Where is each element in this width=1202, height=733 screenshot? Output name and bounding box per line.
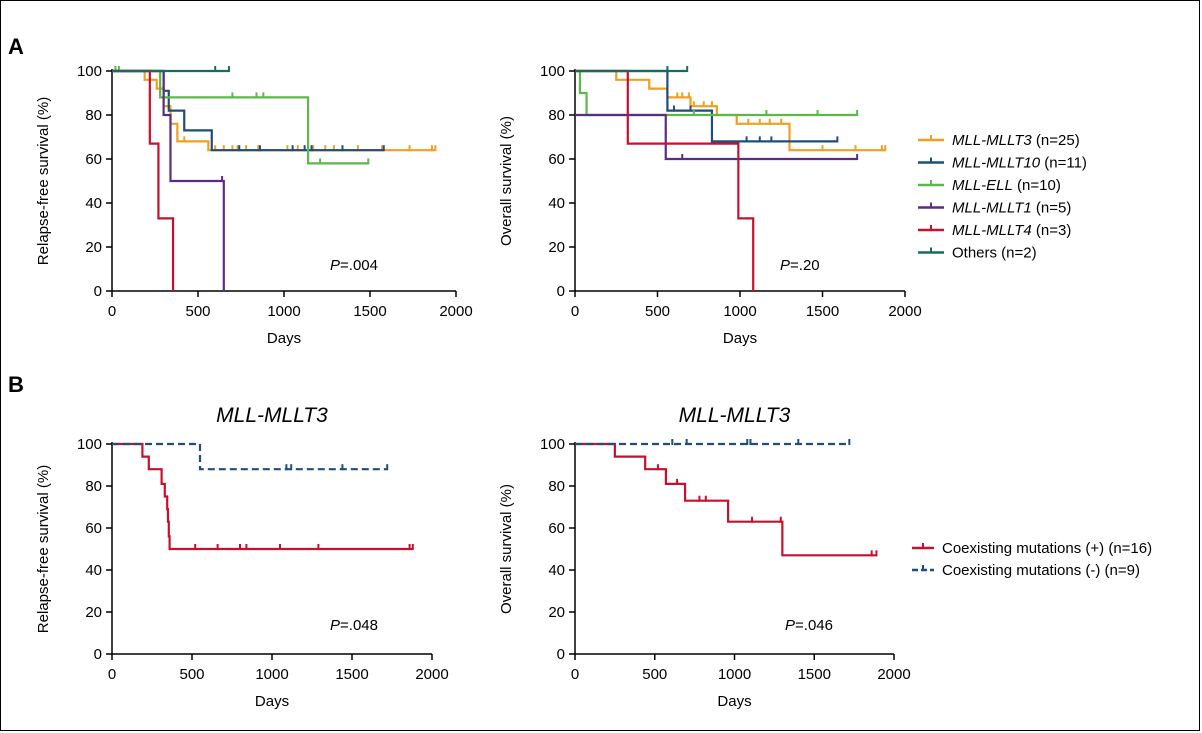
x-tick-label: 0 [108, 666, 116, 683]
x-tick-label: 500 [642, 666, 667, 683]
y-axis-title: Overall survival (%) [498, 116, 515, 246]
x-tick-label: 1000 [255, 666, 288, 683]
y-tick-label: 20 [85, 604, 102, 621]
legend-panel-b: Coexisting mutations (+) (n=16) Coexistin… [912, 540, 1152, 579]
legend-label: MLL-MLLT10 (n=11) [952, 155, 1087, 172]
km-curve-coexisting-mutations-n-16 [575, 442, 877, 557]
legend-item: MLL-MLLT3 (n=25) [918, 132, 1080, 149]
y-tick-label: 100 [77, 436, 102, 453]
chart-title: MLL-MLLT3 [679, 404, 791, 427]
y-tick-label: 80 [548, 478, 565, 495]
km-curve-coexisting-mutations-n-9 [112, 442, 388, 471]
y-tick-label: 20 [85, 239, 102, 256]
x-tick-label: 1000 [718, 666, 751, 683]
km-curve-mll-mllt4-n-3 [112, 69, 175, 291]
y-axis-title: Overall survival (%) [498, 484, 515, 614]
legend-label: Others (n=2) [952, 245, 1037, 262]
legend-label: MLL-MLLT3 (n=25) [952, 132, 1080, 149]
y-tick-label: 80 [85, 107, 102, 124]
y-tick-label: 40 [85, 195, 102, 212]
x-tick-label: 1500 [798, 666, 831, 683]
y-tick-label: 0 [94, 646, 102, 663]
legend-label: MLL-MLLT1 (n=5) [952, 200, 1071, 217]
x-tick-label: 2000 [415, 666, 448, 683]
chart-title: MLL-MLLT3 [216, 404, 328, 427]
x-tick-label: 0 [108, 303, 116, 320]
km-curve-mll-mllt1-n-5 [575, 113, 858, 161]
y-tick-label: 0 [557, 646, 565, 663]
km-curve-mll-mllt1-n-5 [112, 69, 225, 291]
y-tick-label: 0 [94, 283, 102, 300]
p-value: P=.004 [330, 257, 378, 274]
y-tick-label: 40 [548, 195, 565, 212]
km-curve-mll-mllt3-n-25 [575, 69, 886, 152]
y-tick-label: 100 [77, 63, 102, 80]
p-value: P=.048 [330, 617, 378, 634]
y-tick-label: 80 [548, 107, 565, 124]
x-tick-label: 2000 [888, 303, 921, 320]
y-tick-label: 100 [540, 436, 565, 453]
x-tick-label: 1500 [353, 303, 386, 320]
km-curve-coexisting-mutations-n-16 [112, 442, 413, 551]
y-tick-label: 60 [548, 520, 565, 537]
p-value: P=.046 [785, 617, 833, 634]
panel-label-A: A [8, 34, 24, 59]
legend-item: MLL-MLLT10 (n=11) [918, 155, 1087, 172]
y-tick-label: 40 [548, 562, 565, 579]
y-tick-label: 60 [85, 151, 102, 168]
x-tick-label: 500 [179, 666, 204, 683]
km-curve-mll-mllt4-n-3 [575, 69, 755, 291]
y-tick-label: 80 [85, 478, 102, 495]
x-axis-title: Days [267, 330, 301, 347]
x-tick-label: 0 [571, 303, 579, 320]
x-tick-label: 1000 [267, 303, 300, 320]
legend-label: Coexisting mutations (-) (n=9) [942, 562, 1140, 579]
x-tick-label: 500 [185, 303, 210, 320]
x-tick-label: 1500 [335, 666, 368, 683]
x-tick-label: 1500 [806, 303, 839, 320]
y-tick-label: 0 [557, 283, 565, 300]
x-tick-label: 1000 [723, 303, 756, 320]
legend-item: Others (n=2) [918, 245, 1037, 262]
legend-item: Coexisting mutations (+) (n=16) [912, 540, 1152, 557]
x-axis-title: Days [717, 693, 751, 710]
legend-item: MLL-ELL (n=10) [918, 177, 1061, 194]
y-tick-label: 60 [85, 520, 102, 537]
x-tick-label: 500 [645, 303, 670, 320]
km-curve-mll-mllt3-n-25 [112, 69, 436, 152]
y-tick-label: 20 [548, 604, 565, 621]
y-axis-title: Relapse-free survival (%) [35, 97, 52, 265]
km-curve-mll-mllt10-n-11 [112, 69, 384, 152]
y-tick-label: 100 [540, 63, 565, 80]
panel-label-B: B [8, 372, 24, 397]
y-tick-label: 40 [85, 562, 102, 579]
legend-item: MLL-MLLT1 (n=5) [918, 200, 1071, 217]
legend-item: Coexisting mutations (-) (n=9) [912, 562, 1140, 579]
p-value: P=.20 [780, 257, 820, 274]
legend-label: Coexisting mutations (+) (n=16) [942, 540, 1152, 557]
legend-item: MLL-MLLT4 (n=3) [918, 222, 1071, 239]
x-tick-label: 2000 [439, 303, 472, 320]
legend-label: MLL-MLLT4 (n=3) [952, 222, 1071, 239]
x-tick-label: 2000 [877, 666, 910, 683]
y-axis-title: Relapse-free survival (%) [35, 465, 52, 633]
x-tick-label: 0 [571, 666, 579, 683]
y-tick-label: 20 [548, 239, 565, 256]
y-tick-label: 60 [548, 151, 565, 168]
x-axis-title: Days [723, 330, 757, 347]
legend-panel-a: MLL-MLLT3 (n=25) MLL-MLLT10 (n=11) MLL-ELL… [918, 132, 1087, 262]
x-axis-title: Days [255, 693, 289, 710]
legend-label: MLL-ELL (n=10) [952, 177, 1061, 194]
